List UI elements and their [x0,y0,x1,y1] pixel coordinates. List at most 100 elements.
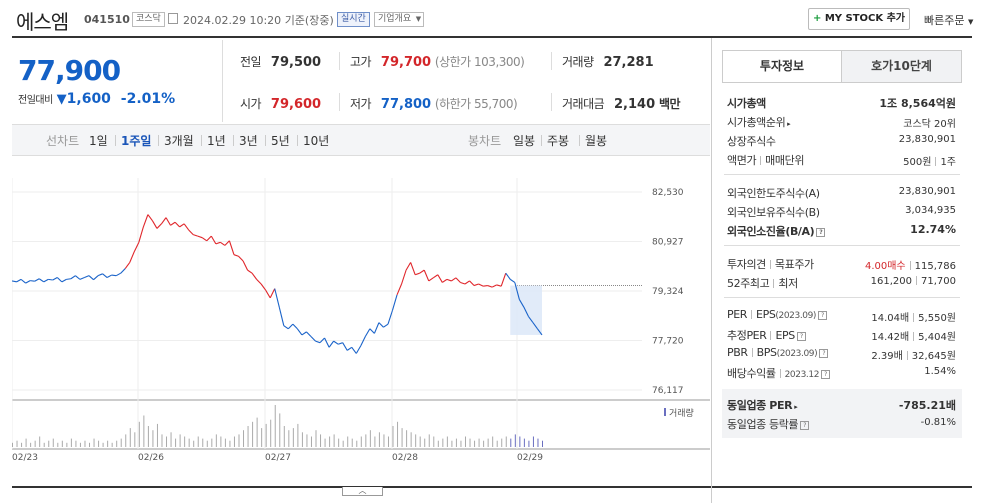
volume-bar [401,428,403,447]
w52-low-value: 71,700 [921,276,956,287]
high-price: 고가 79,700 (상한가 103,300) [350,53,525,70]
period-tab[interactable]: 1주일 [121,134,152,148]
sector-per-value: -785.21배 [898,399,956,412]
tab-separator [158,135,159,146]
sector-box [722,389,962,438]
price-line-segment [469,280,475,286]
foreign-limit-value: 23,830,901 [898,186,956,197]
volume-bar [143,415,145,447]
period-tab[interactable]: 1년 [207,134,226,148]
volume-bar [351,438,353,447]
w52-high-label: 52주최고 [727,277,770,290]
candle-tab[interactable]: 일봉 [513,134,536,148]
price-line-segment [301,331,307,336]
candle-chart-label[interactable]: 봉차트 [468,134,502,148]
low-label: 저가 [350,97,372,111]
period-tab[interactable]: 3개월 [164,134,194,148]
volume-bar [120,438,122,447]
volume-bar [238,434,240,447]
price-line-segment [43,278,49,283]
price-line-segment [188,229,194,235]
sector-per-link[interactable]: 동일업종 PER ▸ [727,397,798,413]
line-chart-label[interactable]: 선차트 [46,134,80,148]
price-line-segment [93,275,99,281]
market-badge: 코스닥 [132,12,165,27]
price-line-segment [278,307,285,326]
price-chart[interactable]: 82,530 80,927 79,324 77,720 76,117 02/23 02/26… [12,158,710,470]
bps-value: 32,645원 [911,351,956,362]
quick-order-link[interactable]: 빠른주문 ▼ [924,12,973,28]
volume-bar [188,438,190,447]
volume-bar [410,432,412,447]
prev-close: 전일 79,500 [240,53,321,70]
price-line-segment [487,285,493,288]
company-info-button[interactable]: 기업개요 ▼ [374,12,425,27]
volume-bar [48,440,50,447]
plus-icon: + [812,13,822,24]
volume-bar [329,436,331,447]
tab-invest-info[interactable]: 투자정보 [722,50,842,83]
target-value: 115,786 [914,261,956,272]
price-line-segment [437,274,443,283]
tab-separator [233,135,234,146]
header-divider [12,36,972,38]
per-value: 14.04배 [871,313,910,324]
opinion-target-label: 투자의견 목표주가 [727,256,814,272]
pbr-label: PBR [727,346,748,359]
period-tab[interactable]: 3년 [239,134,258,148]
volume-bar [89,442,91,447]
company-info-label: 기업개요 [378,14,412,24]
realtime-badge[interactable]: 실시간 [337,12,370,27]
foreign-hold-value: 3,034,935 [905,205,956,216]
volume-bar [442,438,444,447]
price-line-segment [61,278,67,283]
today-drop-area [510,285,542,335]
tab-quote-10[interactable]: 호가10단계 [841,50,962,83]
price-change: 전일대비 ▼1,600 -2.01% [18,91,175,107]
volume-bar [374,436,376,447]
help-icon[interactable]: ? [816,227,826,237]
help-icon[interactable]: ? [819,348,829,358]
price-line-segment [324,337,330,348]
volume-bar [301,432,303,447]
candle-tab[interactable]: 월봉 [585,134,608,148]
tab-separator [115,135,116,146]
est-per-label: 추정PER [727,329,767,342]
period-tab[interactable]: 10년 [303,134,330,148]
volume-bar [469,438,471,447]
price-line-segment [446,278,452,282]
help-icon[interactable]: ? [818,310,828,320]
target-label: 목표주가 [774,258,814,271]
volume-bar [542,440,543,447]
price-line-segment [496,284,502,287]
volume-bar [193,440,195,447]
price-line-segment [138,226,144,243]
tab-separator [265,135,266,146]
candle-tab[interactable]: 주봉 [547,134,570,148]
mystock-add-button[interactable]: + MY STOCK 추가 [808,8,910,30]
help-icon[interactable]: ? [800,420,810,430]
price-line-segment [283,325,289,330]
datetime-text: 2024.02.29 10:20 [183,14,282,27]
collapse-chevron-up-icon[interactable]: ︿ [342,487,383,496]
par-value: 500원 [903,157,932,168]
volume-bar [98,440,100,447]
period-tab[interactable]: 1일 [89,134,108,148]
price-line-segment [310,336,316,342]
volume-bar [39,436,41,447]
period-tab[interactable]: 5년 [271,134,290,148]
help-icon[interactable]: ? [796,331,806,341]
help-icon[interactable]: ? [821,369,831,379]
dividend-label: 배당수익률 2023.12? [727,365,831,381]
chevron-right-icon: ▸ [785,120,791,128]
volume-bar [478,438,480,447]
volume-bar [206,440,208,447]
market-cap-rank-link[interactable]: 시가총액순위 ▸ [727,114,791,130]
price-line-segment [442,278,448,283]
volume-bar [202,438,204,447]
volume-bar [492,436,494,447]
volume-bar [12,442,13,447]
price-line-segment [256,278,262,285]
unit-value: 1주 [940,157,956,168]
price-line-segment [156,223,162,229]
